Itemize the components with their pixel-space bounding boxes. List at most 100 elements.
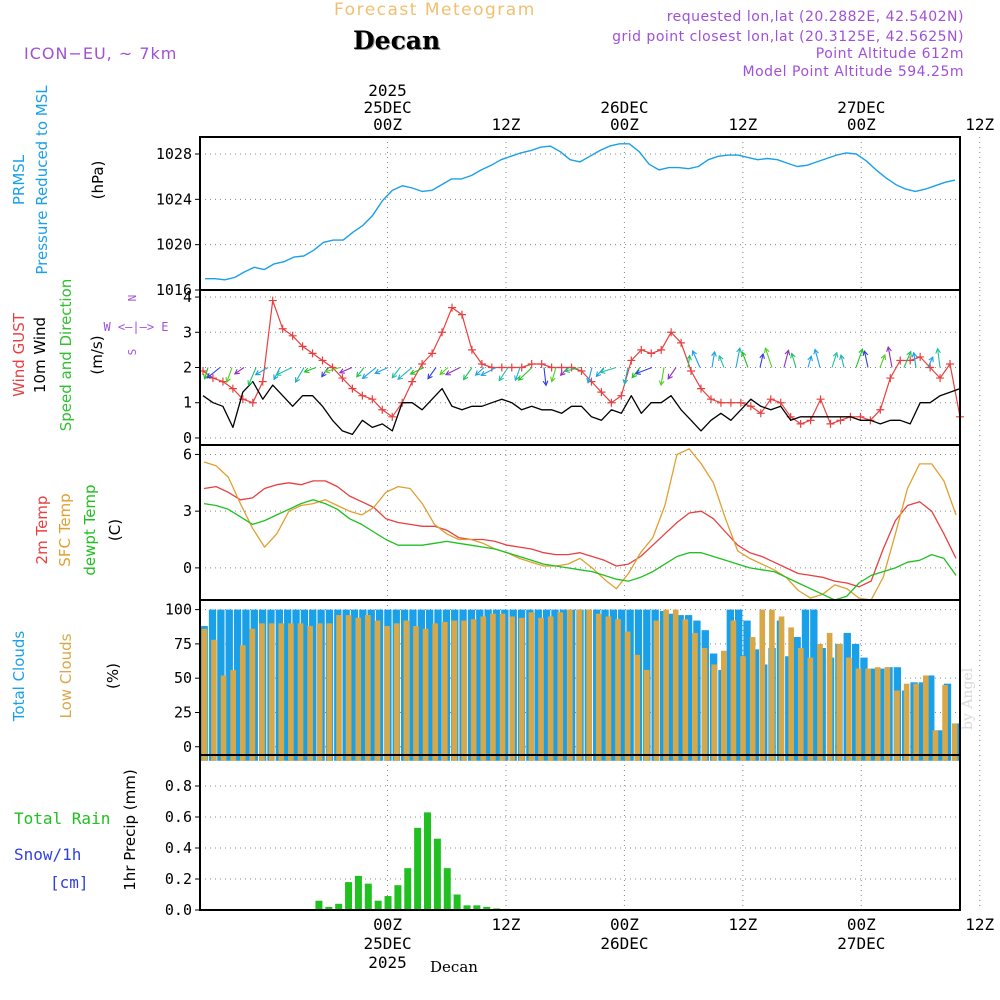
low-cloud-bar-33 — [518, 617, 525, 761]
gust-marker-8 — [278, 324, 287, 333]
gust-marker-36 — [557, 363, 566, 372]
y-tick-label-3-4: 100 — [165, 601, 192, 619]
wind-dir-arrowhead-40 — [686, 354, 692, 361]
gust-marker-19 — [388, 412, 397, 421]
wind-dir-arrowhead-4 — [247, 380, 253, 387]
wind-dir-arrow-11 — [325, 366, 341, 373]
low-cloud-bar-3 — [230, 669, 236, 761]
total-cloud-bar-80 — [868, 668, 876, 761]
gust-marker-10 — [298, 342, 307, 351]
total-cloud-bar-57 — [676, 615, 684, 761]
model-point-altitude: Model Point Altitude 594.25m — [742, 64, 964, 80]
low-cloud-bar-59 — [769, 609, 775, 761]
low-cloud-bar-37 — [557, 612, 564, 761]
top-time-label-4-0: 27DEC — [837, 98, 885, 117]
wind-dir-arrowhead-9 — [303, 367, 310, 374]
low-cloud-bar-14 — [336, 615, 342, 761]
gust-marker-6 — [258, 377, 267, 386]
wind-dir-arrowhead-30 — [559, 370, 566, 377]
total-cloud-bar-58 — [684, 615, 693, 761]
low-cloud-bar-34 — [528, 612, 535, 761]
low-cloud-bar-19 — [384, 626, 390, 761]
wind-dir-arrow-28 — [543, 367, 547, 386]
gust-marker-5 — [248, 398, 257, 407]
wind-dir-arrow-38 — [660, 367, 665, 386]
low-cloud-bar-8 — [278, 623, 285, 761]
gust-marker-24 — [438, 328, 447, 337]
bottom-time-label-2-0: 00Z — [610, 915, 639, 934]
total-cloud-bar-43 — [559, 609, 567, 761]
station-name: Decan — [353, 26, 441, 55]
gust-marker-45 — [647, 349, 656, 358]
wind-dir-arrow-3 — [234, 367, 245, 375]
rain-legend-units: [cm] — [50, 873, 89, 892]
temp-2m-line — [203, 480, 957, 588]
top-time-label-0-2: 00Z — [373, 115, 402, 134]
wind-dir-arrow-14 — [362, 367, 377, 379]
wind-dir-arrow-19 — [427, 367, 437, 379]
bottom-time-label-2-1: 26DEC — [600, 934, 648, 953]
label-panel4-0: Total Clouds — [10, 631, 28, 723]
label-panel3-1: SFC Temp — [56, 493, 74, 566]
wind-dir-arrow-50 — [807, 356, 812, 368]
rain-bar-8 — [394, 885, 402, 910]
gust-marker-31 — [507, 363, 516, 372]
wind-dir-arrow-55 — [863, 350, 869, 368]
wind-dir-arrow-27 — [518, 367, 533, 381]
gust-marker-14 — [338, 374, 347, 383]
low-cloud-bar-45 — [634, 654, 641, 761]
low-cloud-bar-24 — [432, 623, 439, 761]
bottom-time-label-4-1: 27DEC — [837, 934, 885, 953]
wind-dir-arrowhead-21 — [444, 370, 451, 376]
bottom-time-label-5-0: 12Z — [965, 915, 994, 934]
low-cloud-bar-60 — [778, 616, 785, 761]
wind-dir-arrowhead-22 — [462, 374, 469, 381]
gust-marker-63 — [826, 419, 835, 428]
wind-dir-arrowhead-46 — [759, 352, 765, 360]
wind-dir-arrow-12 — [339, 366, 353, 374]
bottom-time-label-4-0: 00Z — [847, 915, 876, 934]
wind-dir-arrow-5 — [255, 367, 269, 376]
low-cloud-bar-5 — [249, 628, 256, 761]
low-cloud-bar-32 — [509, 616, 515, 761]
low-cloud-bar-18 — [374, 620, 381, 761]
wind-dir-arrow-60 — [927, 356, 934, 368]
rain-legend-snow: Snow/1h — [14, 845, 81, 864]
low-cloud-bar-9 — [288, 623, 294, 761]
gust-marker-53 — [726, 398, 735, 407]
wind-dir-arrow-16 — [391, 367, 401, 379]
low-cloud-bar-28 — [470, 619, 477, 761]
low-cloud-bar-76 — [932, 730, 939, 761]
wind-dir-arrow-51 — [814, 349, 821, 368]
total-cloud-bar-25 — [409, 609, 417, 761]
wind-dir-arrowhead-56 — [880, 353, 887, 360]
top-time-label-2-1: 00Z — [610, 115, 639, 134]
rain-bar-11 — [424, 812, 432, 910]
label-panel3-0: 2m Temp — [33, 496, 51, 565]
total-cloud-bar-86 — [918, 682, 927, 761]
wind-dir-arrowhead-19 — [427, 373, 433, 380]
total-cloud-bar-34 — [484, 609, 492, 761]
rain-bar-12 — [433, 838, 441, 910]
low-cloud-bar-71 — [884, 667, 891, 761]
wind-dir-arrowhead-26 — [514, 375, 520, 382]
low-cloud-bar-75 — [923, 675, 929, 761]
low-cloud-bar-11 — [307, 626, 313, 761]
y-tick-label-1-2: 2 — [183, 359, 192, 377]
wind-dir-arrowhead-43 — [718, 354, 724, 361]
low-cloud-bar-47 — [653, 620, 660, 761]
gust-marker-62 — [816, 395, 825, 404]
wind-dir-arrow-41 — [692, 350, 701, 368]
top-time-label-1-0: 12Z — [492, 115, 521, 134]
low-cloud-bar-54 — [720, 650, 727, 761]
low-cloud-bar-57 — [749, 637, 756, 761]
wind-dir-arrowhead-6 — [273, 374, 279, 381]
wind-dir-arrow-15 — [374, 366, 389, 374]
panel-frame-4 — [199, 754, 961, 911]
gust-marker-38 — [577, 367, 586, 376]
low-cloud-bar-52 — [701, 648, 708, 761]
gust-marker-68 — [876, 405, 885, 414]
wind-dir-arrow-40 — [687, 355, 691, 368]
panel-frame-2 — [199, 444, 961, 601]
wind-dir-arrow-44 — [735, 347, 741, 368]
